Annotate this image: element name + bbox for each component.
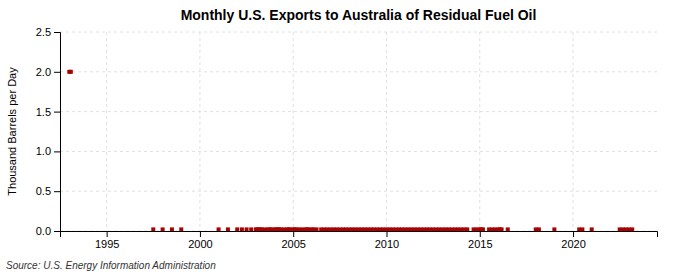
plot-area: 1995 2000 2005 2010 2015 2020 0.0 0.5 1.0 1.5 2.0 2… [36, 26, 658, 250]
tick: 2.0 [36, 66, 60, 78]
point [506, 227, 510, 231]
grid-line-x [199, 32, 200, 231]
tick-mark [480, 231, 481, 237]
point [170, 227, 174, 231]
tick-label: 1.5 [36, 106, 51, 118]
tick-label: 2005 [281, 238, 305, 250]
grid-line-y [60, 111, 657, 112]
grid-line-x [479, 32, 480, 231]
y-axis-label: Thousand Barrels per Day [6, 67, 18, 196]
tick: 1.0 [36, 145, 60, 157]
tick-label: 2010 [375, 238, 399, 250]
point [245, 227, 249, 231]
point [179, 227, 183, 231]
chart-container: 1995 2000 2005 2010 2015 2020 0.0 0.5 1.0 1.5 2.0 2… [0, 0, 675, 275]
marks [67, 70, 634, 231]
point [552, 227, 556, 231]
point [481, 227, 485, 231]
point [240, 227, 244, 231]
tick: 0.0 [36, 225, 60, 237]
tick-mark [54, 72, 60, 73]
tick-mark [573, 231, 574, 237]
point [217, 227, 221, 231]
tick-label: 2.5 [36, 26, 51, 38]
grid-line-x [386, 32, 387, 231]
x-axis: 1995 2000 2005 2010 2015 2020 [61, 231, 658, 250]
grid-line-x [293, 32, 294, 231]
grid-line-y [60, 32, 657, 33]
tick-mark [386, 231, 387, 237]
tick-mark [107, 231, 108, 237]
grid-line-x [573, 32, 574, 231]
tick-mark [54, 32, 60, 33]
point [235, 227, 239, 231]
point [151, 227, 155, 231]
axis-line [54, 33, 61, 232]
tick: 2.5 [36, 26, 60, 38]
point [590, 227, 594, 231]
point [465, 227, 469, 231]
tick-mark [54, 231, 60, 232]
grid-line-x [106, 32, 107, 231]
tick-label: 2.0 [36, 66, 51, 78]
point [249, 227, 253, 231]
tick: 1995 [95, 231, 119, 250]
tick-label: 0.0 [36, 225, 51, 237]
grid-line-y [60, 191, 657, 192]
tick: 2010 [375, 231, 399, 250]
tick: 2020 [561, 231, 585, 250]
point [161, 227, 165, 231]
point [580, 227, 584, 231]
tick: 2015 [468, 231, 492, 250]
tick-label: 2000 [188, 238, 212, 250]
grid-line-y [60, 151, 657, 152]
point [537, 227, 541, 231]
tick-label: 2015 [468, 238, 492, 250]
grid [60, 32, 657, 231]
point [630, 227, 634, 231]
tick-label: 0.5 [36, 185, 51, 197]
tick: 1.5 [36, 106, 60, 118]
axis-line [61, 232, 658, 238]
tick-mark [200, 231, 201, 237]
tick-mark [54, 191, 60, 192]
tick-label: 2020 [561, 238, 585, 250]
tick: 2005 [281, 231, 305, 250]
tick-label: 1.0 [36, 145, 51, 157]
point [69, 70, 73, 74]
title: Monthly U.S. Exports to Australia of Res… [181, 7, 537, 23]
chart-svg: 1995 2000 2005 2010 2015 2020 0.0 0.5 1.0 1.5 2.0 2… [0, 0, 675, 275]
tick: 2000 [188, 231, 212, 250]
source: Source: U.S. Energy Information Administ… [6, 260, 216, 271]
point [500, 227, 504, 231]
tick-label: 1995 [95, 238, 119, 250]
point [315, 227, 319, 231]
tick-mark [54, 151, 60, 152]
tick-mark [54, 112, 60, 113]
grid-line-y [60, 71, 657, 72]
tick: 0.5 [36, 185, 60, 197]
y-axis: 0.0 0.5 1.0 1.5 2.0 2.5 [36, 26, 61, 237]
point [226, 227, 230, 231]
tick-mark [293, 231, 294, 237]
